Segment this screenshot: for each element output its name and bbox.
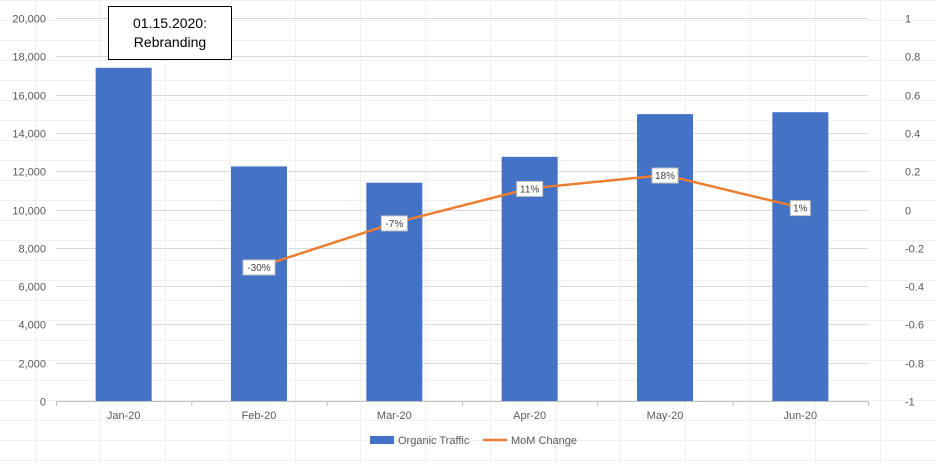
x-tick-label: Apr-20 <box>513 410 546 422</box>
y2-tick-label: 0.2 <box>905 167 920 179</box>
y2-tick-label: -0.4 <box>905 282 924 294</box>
y-tick-label: 20,000 <box>12 14 46 26</box>
y2-tick-label: 0.6 <box>905 91 920 103</box>
data-label: 18% <box>655 171 675 182</box>
x-axis: Jan-20 Feb-20 Mar-20 Apr-20 May-20 Jun-20 <box>56 401 869 422</box>
x-tick-label: Mar-20 <box>377 410 412 422</box>
line-series: -30% -7% 11% 18% 1% <box>242 167 811 276</box>
y2-tick-label: 1 <box>905 14 911 26</box>
data-label-box <box>651 167 679 184</box>
y2-tick-label: -0.2 <box>905 244 924 256</box>
data-label-box <box>242 259 276 276</box>
x-tick-label: Feb-20 <box>242 410 277 422</box>
y-tick-label: 10,000 <box>12 206 46 218</box>
y-axis-right: -1 -0.8 -0.6 -0.4 -0.2 0 0.2 0.4 0.6 0.8 1 <box>905 14 924 409</box>
legend-swatch-bar <box>370 436 394 444</box>
y2-tick-label: 0.8 <box>905 52 920 64</box>
y-tick-label: 14,000 <box>12 129 46 141</box>
bar-series <box>95 67 829 402</box>
data-label-box <box>380 215 408 232</box>
y-tick-label: 2,000 <box>18 359 46 371</box>
y-tick-label: 4,000 <box>18 320 46 332</box>
data-label-box <box>789 200 811 217</box>
y2-tick-label: -0.6 <box>905 320 924 332</box>
bar <box>772 112 829 401</box>
y2-tick-label: 0.4 <box>905 129 920 141</box>
annotation-box: 01.15.2020: Rebranding <box>108 6 232 60</box>
y-tick-label: 16,000 <box>12 91 46 103</box>
x-tick-label: May-20 <box>647 410 684 422</box>
y-tick-label: 12,000 <box>12 167 46 179</box>
data-label: -30% <box>247 263 270 274</box>
legend: Organic Traffic MoM Change <box>370 435 577 447</box>
y2-tick-label: -0.8 <box>905 359 924 371</box>
chart-gridlines <box>56 18 868 364</box>
bar <box>95 67 152 401</box>
y-tick-label: 18,000 <box>12 52 46 64</box>
annotation-text: Rebranding <box>133 34 207 50</box>
y-tick-label: 8,000 <box>18 244 46 256</box>
y-axis-left: 0 2,000 4,000 6,000 8,000 10,000 12,000 14,000 1… <box>12 14 46 409</box>
x-tick-label: Jan-20 <box>107 410 141 422</box>
legend-label: MoM Change <box>511 435 577 447</box>
y-tick-label: 6,000 <box>18 282 46 294</box>
data-label: 11% <box>520 184 539 195</box>
data-label: 1% <box>793 204 808 215</box>
bar <box>501 156 558 401</box>
legend-label: Organic Traffic <box>398 435 470 447</box>
data-label-box <box>516 180 544 197</box>
y-tick-label: 0 <box>40 397 46 409</box>
bar <box>231 166 287 401</box>
bar <box>637 114 693 402</box>
y2-tick-label: 0 <box>905 206 911 218</box>
annotation-date: 01.15.2020: <box>133 15 207 31</box>
x-tick-label: Jun-20 <box>784 410 818 422</box>
data-label: -7% <box>385 219 403 230</box>
y2-tick-label: -1 <box>905 397 915 409</box>
